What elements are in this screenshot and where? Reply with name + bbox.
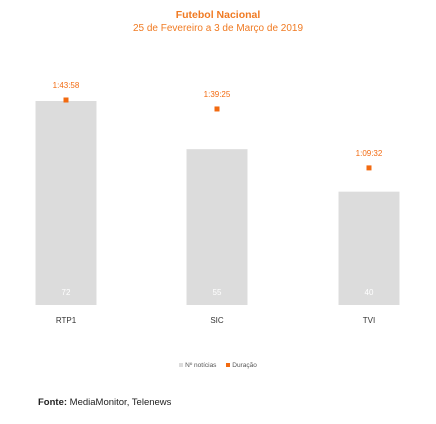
duration-label-tvi: 1:09:32 [356,149,383,158]
legend: Nº notícias Duração [0,362,436,369]
count-label-tvi: 40 [365,288,374,297]
category-label-rtp1: RTP1 [56,316,77,325]
legend-item-duracao: Duração [226,362,257,369]
bar-tvi [338,191,400,305]
chart-subtitle: 25 de Fevereiro a 3 de Março de 2019 [132,23,304,34]
duration-label-rtp1: 1:43:58 [53,81,80,90]
source-label: Fonte: [38,397,68,408]
chart-title: Futebol Nacional [175,9,261,21]
bar-rtp1 [35,101,97,305]
duration-marker-rtp1 [63,97,69,103]
bar-sic [186,149,248,305]
source-note: Fonte: MediaMonitor, Telenews [38,397,171,408]
count-label-rtp1: 72 [62,288,71,297]
duration-marker-sic [214,106,220,112]
legend-label-duracao: Duração [232,362,257,369]
count-label-sic: 55 [213,288,222,297]
duration-label-sic: 1:39:25 [204,90,231,99]
legend-swatch-noticias [179,363,184,368]
legend-swatch-duracao [226,363,231,368]
legend-label-noticias: Nº notícias [185,362,217,369]
category-label-tvi: TVI [363,316,375,325]
duration-marker-tvi [366,165,372,171]
source-text: MediaMonitor, Telenews [69,397,172,408]
legend-item-noticias: Nº notícias [179,362,216,369]
category-label-sic: SIC [210,316,224,325]
